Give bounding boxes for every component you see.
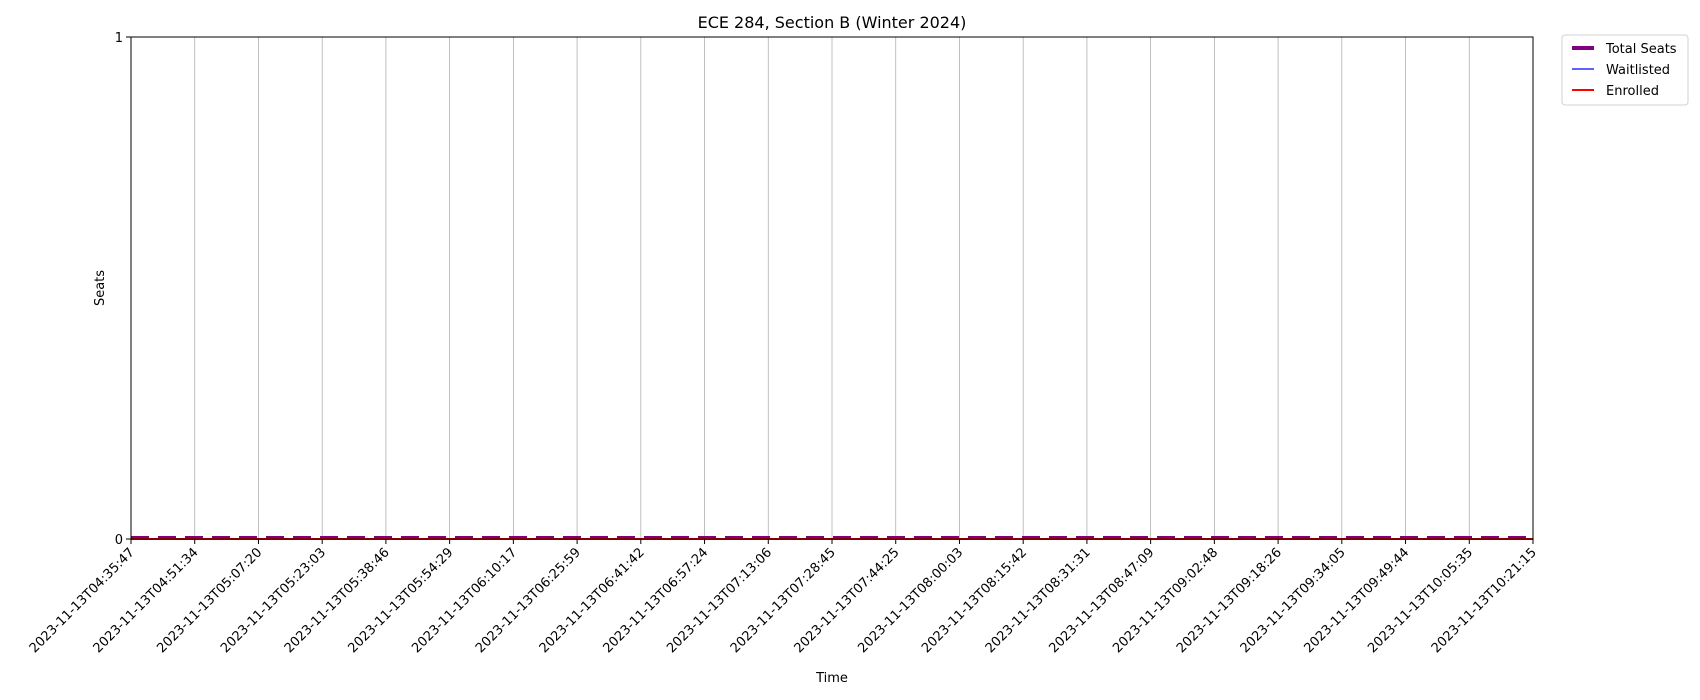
x-tick-label: 2023-11-13T05:54:29	[346, 545, 457, 656]
x-tick-label: 2023-11-13T06:10:17	[409, 545, 520, 656]
x-tick-label: 2023-11-13T04:51:34	[91, 545, 202, 656]
x-tick-label: 2023-11-13T06:41:42	[537, 545, 648, 656]
x-tick-label: 2023-11-13T07:28:45	[728, 545, 839, 656]
grid-lines	[194, 37, 1470, 539]
y-axis-ticks: 01	[115, 31, 131, 548]
x-tick-label: 2023-11-13T05:23:03	[218, 545, 329, 656]
x-tick-label: 2023-11-13T05:07:20	[154, 545, 265, 656]
x-tick-label: 2023-11-13T09:02:48	[1110, 545, 1221, 656]
x-tick-label: 2023-11-13T07:13:06	[664, 545, 775, 656]
x-tick-label: 2023-11-13T08:15:42	[919, 545, 1030, 656]
x-tick-label: 2023-11-13T08:31:31	[983, 545, 1094, 656]
x-tick-label: 2023-11-13T09:18:26	[1174, 545, 1285, 656]
x-tick-label: 2023-11-13T04:35:47	[27, 545, 138, 656]
x-tick-label: 2023-11-13T09:34:05	[1238, 545, 1349, 656]
legend-label-enrolled: Enrolled	[1606, 84, 1659, 99]
x-axis-label: Time	[815, 671, 848, 686]
x-tick-label: 2023-11-13T06:25:59	[473, 545, 584, 656]
chart-title: ECE 284, Section B (Winter 2024)	[698, 13, 967, 32]
x-tick-label: 2023-11-13T08:00:03	[855, 545, 966, 656]
y-tick-label: 0	[115, 533, 123, 548]
y-axis-label: Seats	[93, 270, 108, 306]
x-tick-label: 2023-11-13T08:47:09	[1047, 545, 1158, 656]
legend: Total Seats Waitlisted Enrolled	[1561, 34, 1689, 106]
x-tick-label: 2023-11-13T10:05:35	[1365, 545, 1476, 656]
legend-label-waitlisted: Waitlisted	[1606, 63, 1670, 78]
legend-entries: Total Seats Waitlisted Enrolled	[1572, 42, 1677, 99]
x-tick-label: 2023-11-13T10:21:15	[1429, 545, 1540, 656]
legend-label-total-seats: Total Seats	[1605, 42, 1677, 57]
x-axis-ticks: 2023-11-13T04:35:472023-11-13T04:51:3420…	[27, 539, 1540, 656]
legend-frame	[1561, 34, 1689, 106]
x-tick-label: 2023-11-13T07:44:25	[792, 545, 903, 656]
x-tick-label: 2023-11-13T09:49:44	[1301, 545, 1412, 656]
x-tick-label: 2023-11-13T05:38:46	[282, 545, 393, 656]
y-tick-label: 1	[115, 31, 123, 46]
x-tick-label: 2023-11-13T06:57:24	[600, 545, 711, 656]
